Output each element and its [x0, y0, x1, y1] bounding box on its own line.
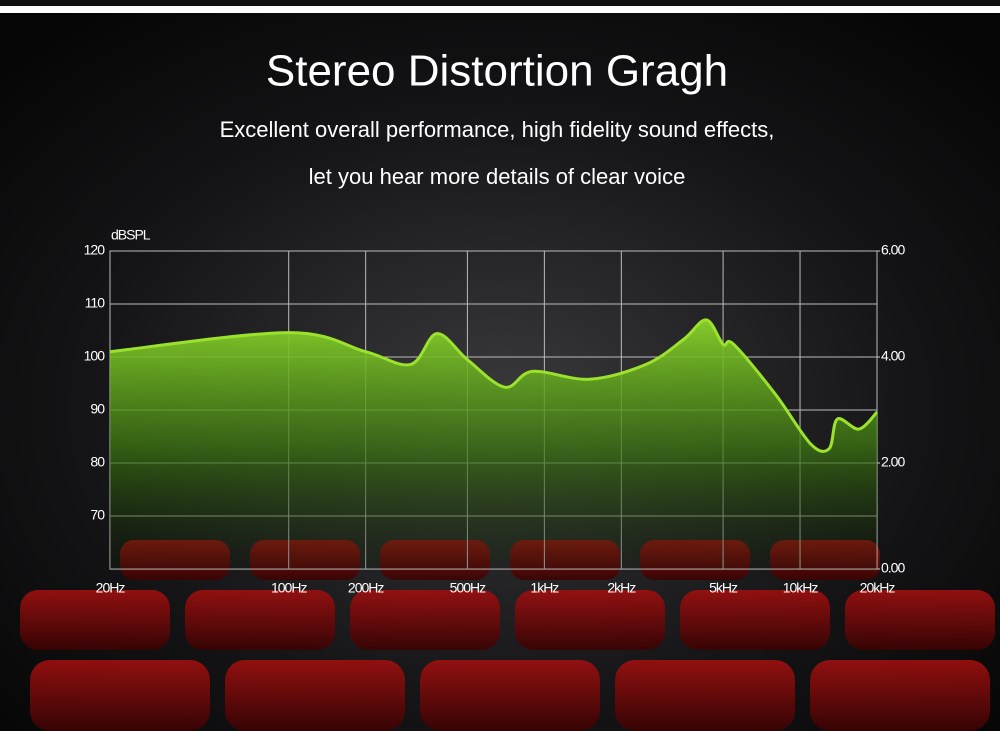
- x-tick-label: 1kHz: [530, 580, 559, 596]
- x-tick-label: 20Hz: [96, 580, 126, 596]
- x-tick-label: 200Hz: [348, 580, 384, 596]
- y-tick-label: 120: [84, 242, 106, 258]
- subtitle: let you hear more details of clear voice: [309, 164, 686, 189]
- y2-tick-label: 6.00: [881, 242, 905, 258]
- y-tick-label: 70: [90, 507, 105, 523]
- y-tick-label: 80: [90, 454, 105, 470]
- x-tick-label: 2kHz: [607, 580, 636, 596]
- subtitle: Excellent overall performance, high fide…: [220, 117, 775, 142]
- area: [110, 319, 877, 569]
- y-tick-label: 90: [90, 401, 105, 417]
- x-tick-label: 5kHz: [709, 580, 738, 596]
- y-axis-label: dBSPL: [111, 227, 151, 243]
- y2-tick-label: 2.00: [881, 454, 905, 470]
- top-bar: [0, 0, 1000, 6]
- x-tick-label: 10kHz: [783, 580, 819, 596]
- y-tick-label: 110: [85, 295, 106, 311]
- x-tick-label: 100Hz: [271, 580, 307, 596]
- y2-tick-label: 0.00: [881, 560, 905, 576]
- x-tick-label: 500Hz: [450, 580, 486, 596]
- x-tick-label: 20kHz: [860, 580, 896, 596]
- y-tick-label: 100: [84, 348, 106, 364]
- line: [109, 318, 879, 453]
- chart-title: Stereo Distortion Gragh: [266, 47, 728, 96]
- y2-tick-label: 4.00: [881, 348, 905, 364]
